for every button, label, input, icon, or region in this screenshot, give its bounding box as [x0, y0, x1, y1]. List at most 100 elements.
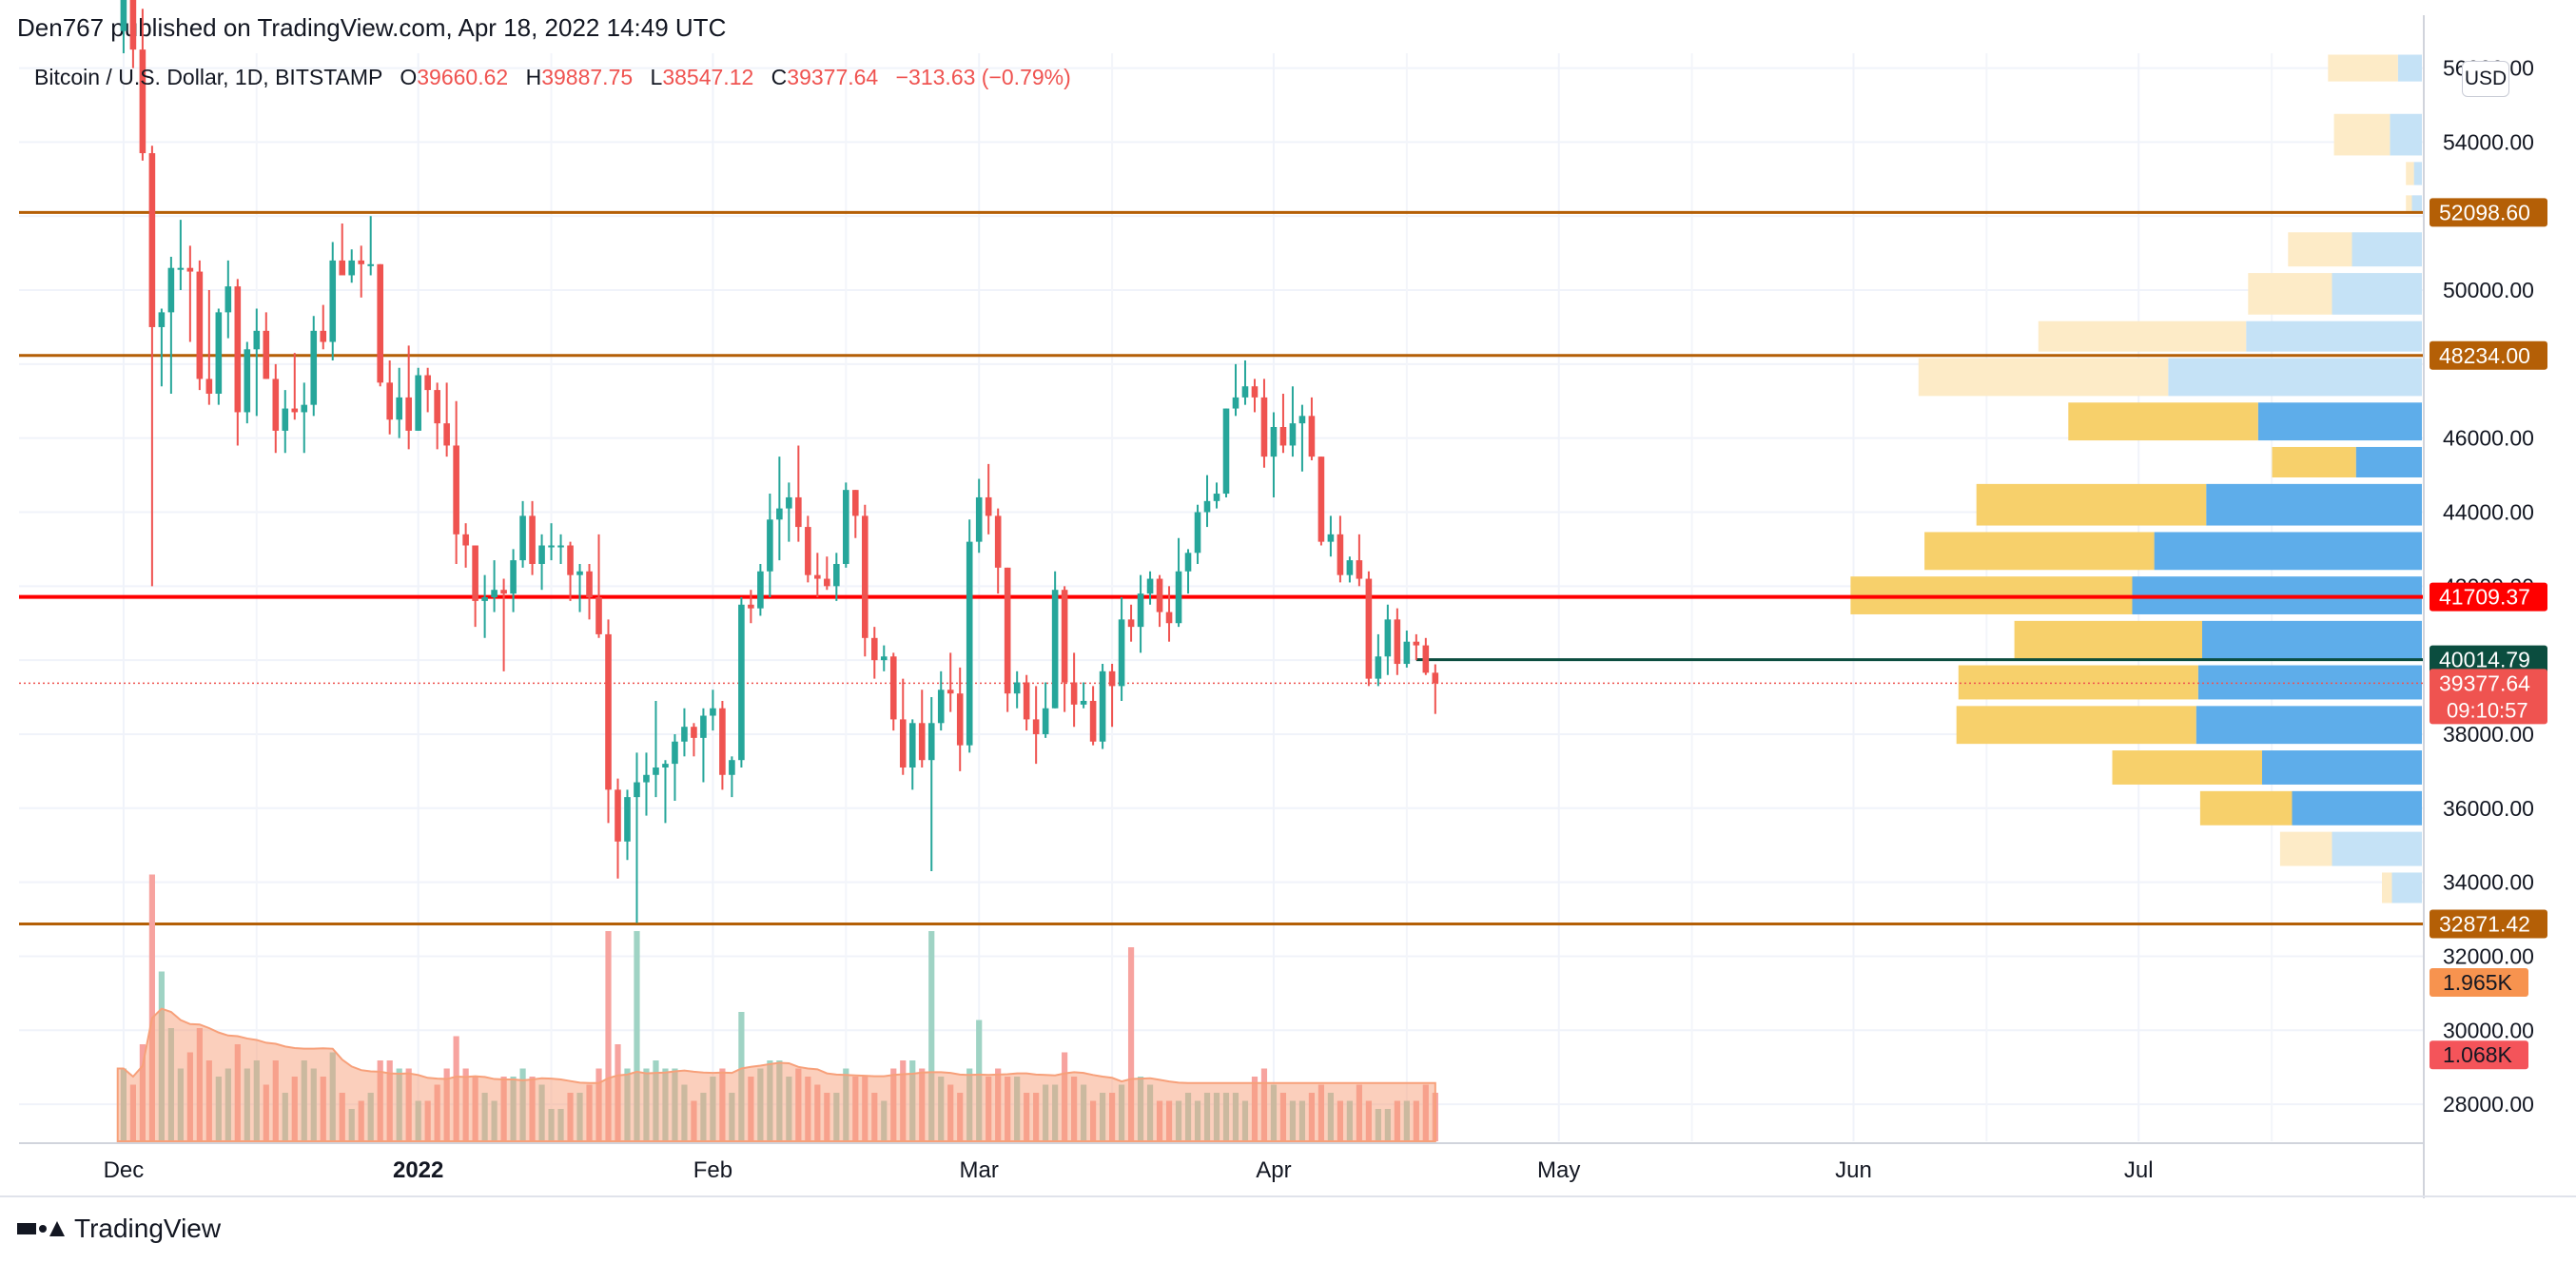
candle-body	[1089, 700, 1097, 742]
level-price-badge: 48234.00	[2439, 343, 2530, 368]
candle-body	[348, 260, 356, 276]
countdown-badge: 09:10:57	[2447, 698, 2528, 722]
candle-body	[1346, 560, 1354, 575]
x-tick-label: May	[1537, 1157, 1580, 1183]
candle-body	[681, 727, 688, 742]
volume-profile-down-bar	[1924, 532, 2155, 571]
candle-body	[748, 604, 754, 609]
candle-body	[595, 597, 602, 634]
candle-body	[291, 408, 299, 413]
candle-body	[1051, 590, 1059, 709]
candle-body	[634, 782, 640, 798]
candle-body	[234, 286, 242, 413]
candle-body	[1099, 670, 1106, 742]
volume-profile-down-bar	[2333, 113, 2391, 156]
volume-profile-down-bar	[2038, 321, 2247, 352]
candle-body	[529, 515, 536, 564]
candle-body	[434, 390, 440, 424]
volume-profile-up-bar	[2202, 620, 2422, 659]
volume-profile-up-bar	[2332, 831, 2422, 866]
last-price-badge-bg	[2430, 669, 2547, 725]
volume-bar	[148, 874, 155, 1141]
candle-body	[1175, 571, 1182, 624]
volume-profile-up-bar	[2355, 446, 2422, 477]
x-tick-label: Apr	[1256, 1157, 1291, 1183]
candle-body	[738, 604, 745, 761]
volume-profile-up-bar	[2246, 321, 2422, 352]
candle-body	[301, 404, 308, 413]
currency-button[interactable]: USD	[2462, 61, 2509, 97]
candle-body	[158, 312, 166, 327]
candle-body	[985, 496, 992, 516]
candle-body	[1432, 672, 1439, 684]
symbol-legend: Bitcoin / U.S. Dollar, 1D, BITSTAMP O396…	[34, 65, 1071, 90]
candle-body	[1270, 427, 1278, 457]
volume-profile-down-bar	[2199, 790, 2293, 826]
candle-body	[757, 571, 764, 609]
candle-body	[843, 490, 849, 564]
candle-body	[1194, 512, 1201, 554]
candle-body	[672, 741, 678, 765]
y-tick-label: 32000.00	[2443, 943, 2534, 968]
volume-profile-down-bar	[2279, 831, 2332, 866]
volume-profile-up-bar	[2292, 790, 2422, 826]
candle-body	[691, 727, 697, 738]
volume-profile-down-bar	[2406, 195, 2412, 211]
x-tick-label: Jul	[2124, 1157, 2154, 1183]
candle-body	[833, 563, 840, 587]
candle-body	[396, 397, 402, 420]
volume-profile-up-bar	[2352, 232, 2422, 267]
candle-body	[263, 330, 270, 379]
candle-body	[177, 267, 185, 270]
level-price-badge-bg	[2430, 582, 2547, 612]
level-price-badge: 52098.60	[2439, 200, 2530, 224]
candle-body	[1279, 427, 1287, 446]
tradingview-logo-icon	[17, 1221, 65, 1236]
candle-body	[852, 490, 859, 516]
candle-body	[1241, 386, 1249, 398]
candle-body	[282, 408, 289, 431]
footer-brand[interactable]: TradingView	[17, 1214, 221, 1244]
volume-profile-up-bar	[2390, 113, 2422, 156]
volume-bar	[634, 931, 640, 1141]
candle-body	[662, 764, 669, 768]
y-tick-label: 46000.00	[2443, 426, 2534, 451]
candle-body	[805, 527, 811, 575]
close-label: C	[771, 65, 788, 89]
candle-body	[339, 260, 346, 276]
candle-body	[1308, 416, 1316, 457]
close-value: 39377.64	[787, 65, 879, 89]
candle-body	[814, 574, 821, 579]
candle-body	[1422, 645, 1430, 673]
candle-body	[1298, 416, 1306, 424]
x-tick-label: 2022	[393, 1157, 443, 1183]
volume-ma-area	[116, 1007, 1436, 1142]
volume-profile-up-bar	[2262, 750, 2422, 785]
candle-body	[538, 545, 545, 564]
candle-body	[1289, 423, 1297, 446]
volume-profile-up-bar	[2257, 402, 2422, 441]
volume-profile-up-bar	[2411, 195, 2422, 211]
y-tick-label: 38000.00	[2443, 722, 2534, 747]
candle-body	[1023, 682, 1030, 720]
volume-badge-bg	[2430, 1040, 2528, 1070]
candle-body	[1061, 590, 1068, 683]
change-value: −313.63 (−0.79%)	[895, 65, 1071, 89]
candle-body	[481, 597, 488, 601]
level-price-badge: 41709.37	[2439, 585, 2530, 610]
candle-body	[889, 656, 897, 720]
candle-body	[1413, 641, 1420, 646]
volume-profile-down-bar	[2328, 54, 2398, 82]
volume-bar	[605, 931, 612, 1141]
volume-profile-down-bar	[2382, 872, 2392, 904]
candle-body	[510, 560, 517, 594]
y-tick-label: 54000.00	[2443, 129, 2534, 154]
volume-profile-up-bar	[2397, 54, 2422, 82]
candle-body	[424, 375, 431, 391]
y-tick-label: 30000.00	[2443, 1018, 2534, 1042]
candle-body	[139, 49, 146, 154]
volume-profile-up-bar	[2332, 273, 2422, 315]
candle-body	[994, 515, 1002, 568]
